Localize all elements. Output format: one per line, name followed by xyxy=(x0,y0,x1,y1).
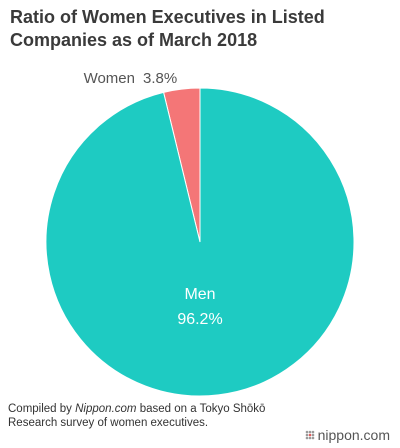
source-rest: based on a Tokyo Shōkō Research survey o… xyxy=(8,403,266,429)
chart-title: Ratio of Women Executives in Listed Comp… xyxy=(10,6,390,52)
source-prefix: Compiled by xyxy=(8,403,76,415)
logo-text: nippon.com xyxy=(317,427,390,443)
chart-title-line-2: Companies as of March 2018 xyxy=(10,30,258,50)
dot-grid-icon xyxy=(305,430,315,440)
nippon-logo: nippon.com xyxy=(305,427,390,443)
slice-label-men: Men xyxy=(184,286,215,303)
slice-value-men: 96.2% xyxy=(177,311,222,328)
source-name: Nippon.com xyxy=(75,403,137,415)
chart-title-line-1: Ratio of Women Executives in Listed xyxy=(10,7,325,27)
slice-label-women: Women xyxy=(84,70,135,87)
slice-value-women: 3.8% xyxy=(143,70,177,87)
source-note: Compiled by Nippon.com based on a Tokyo … xyxy=(8,402,278,430)
pie-slice-men xyxy=(45,87,355,397)
